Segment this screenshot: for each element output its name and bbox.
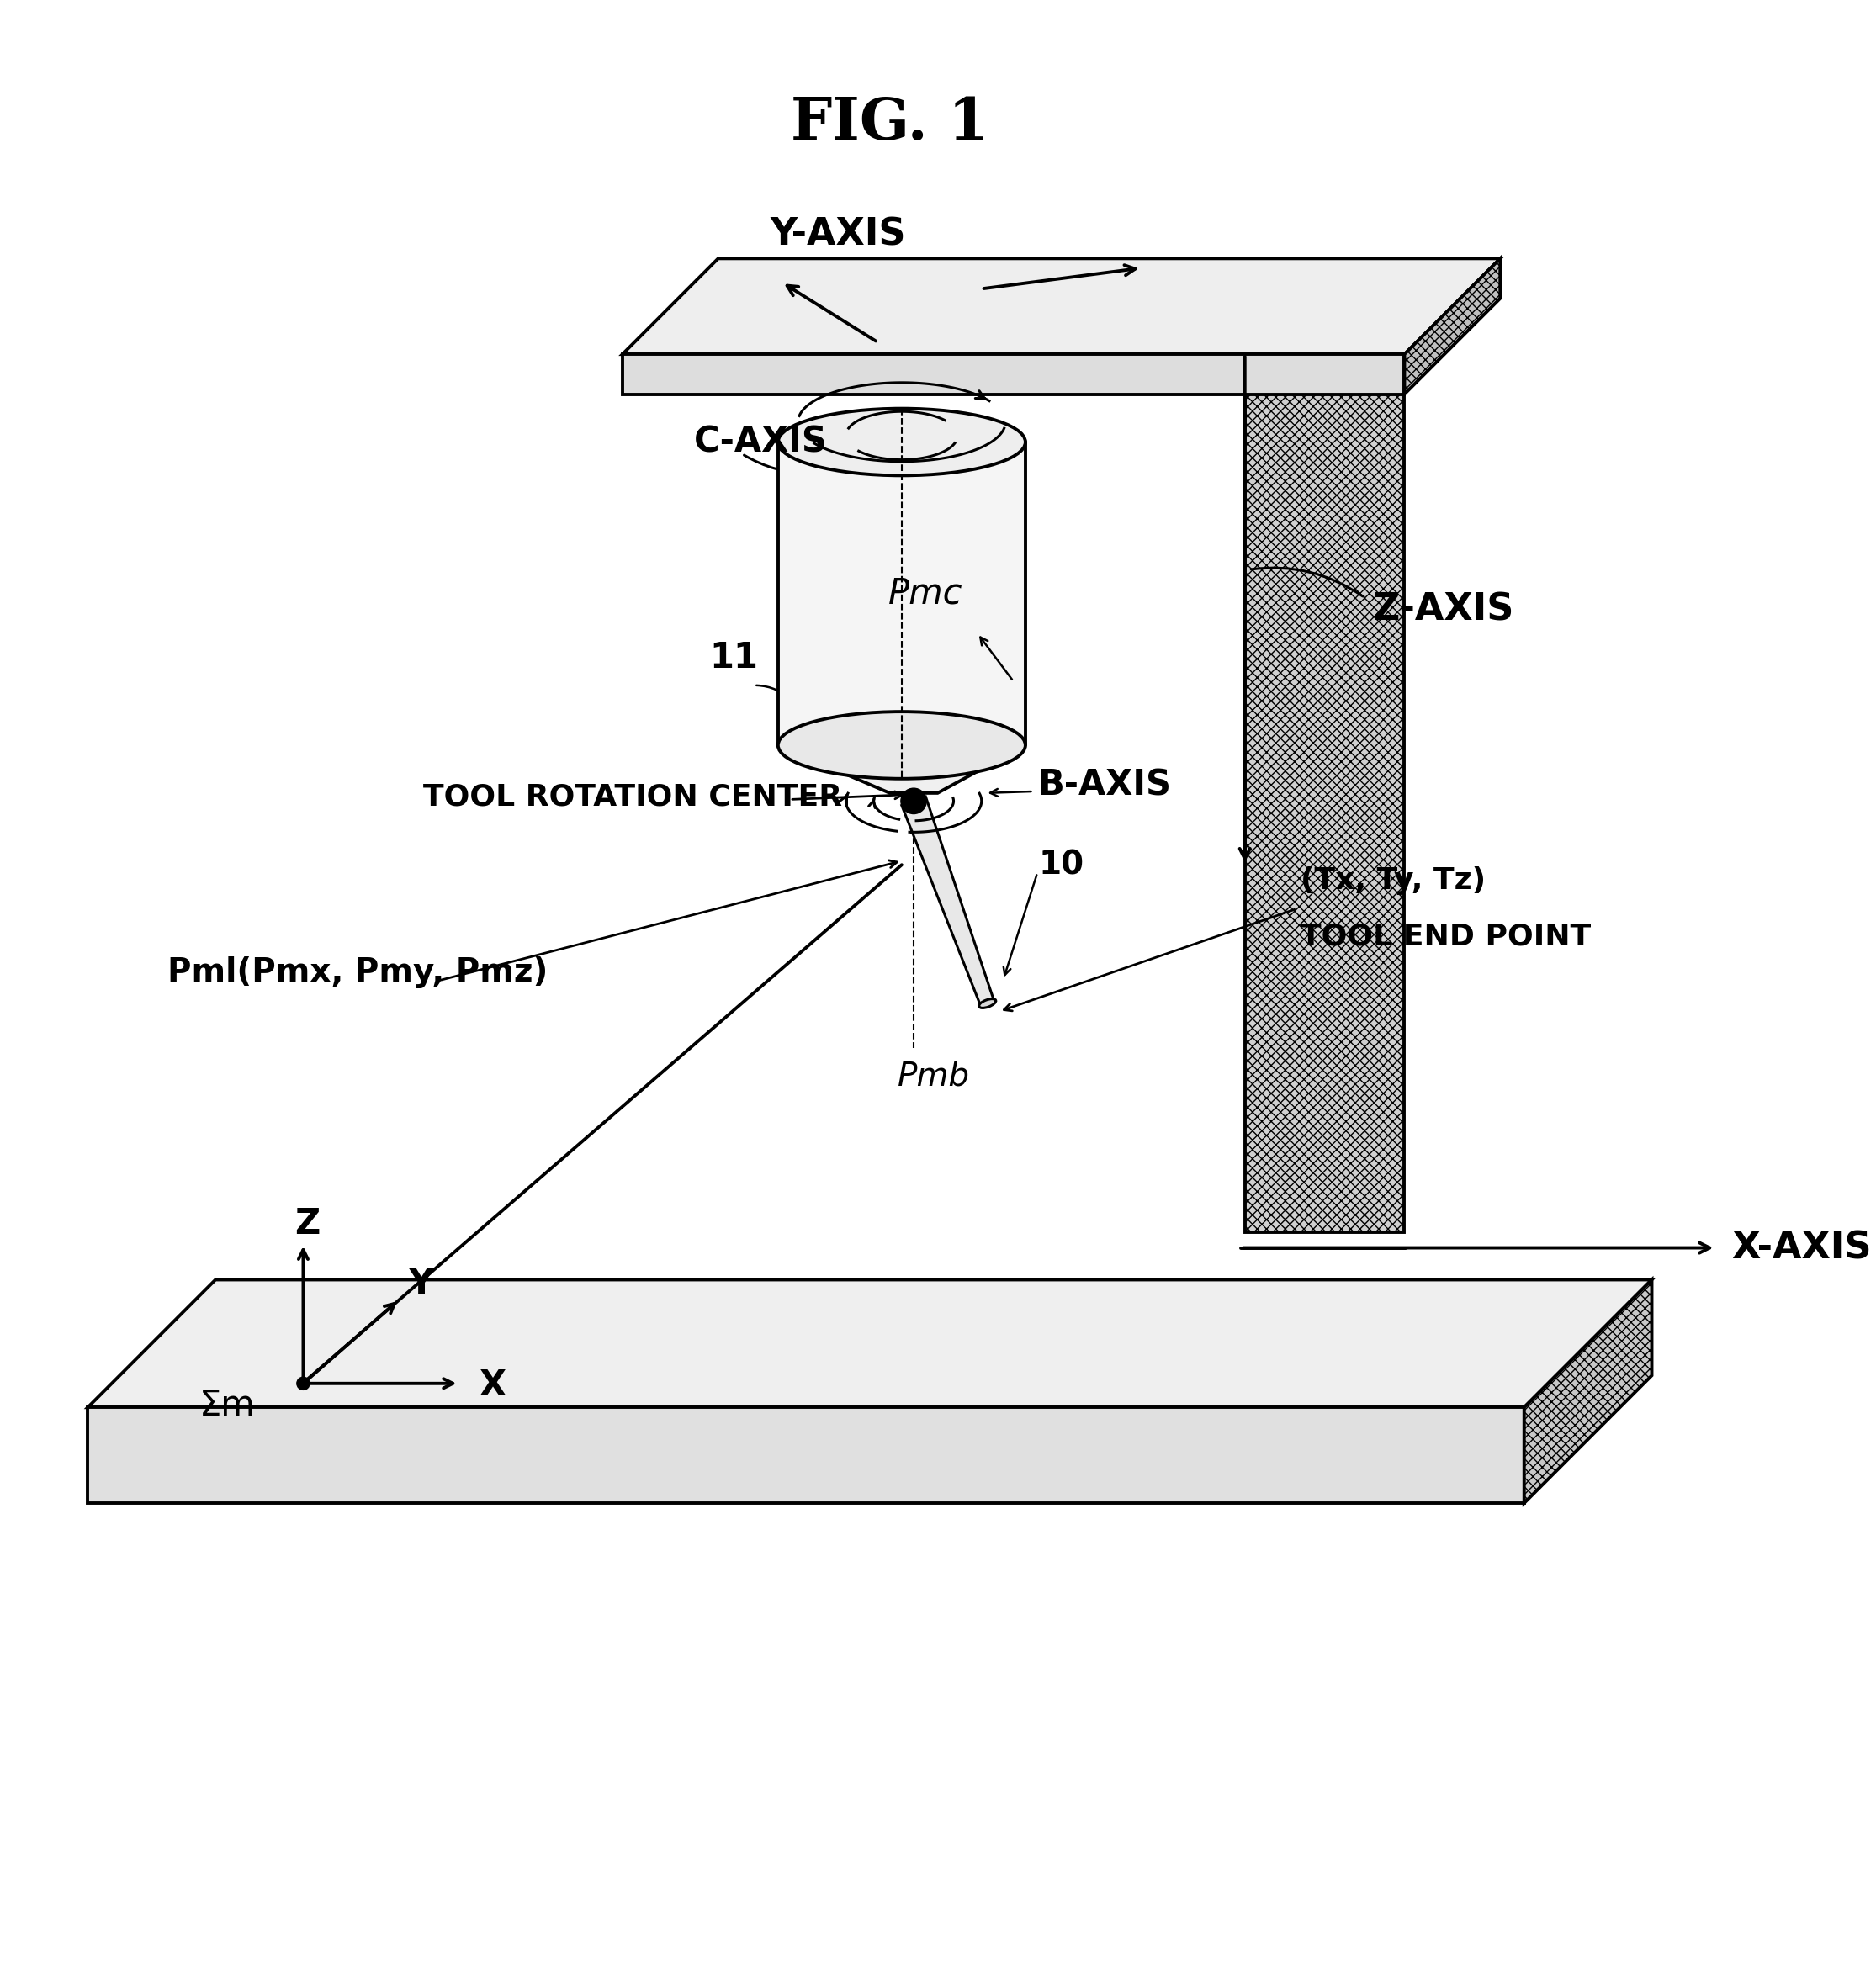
- Text: FIG. 1: FIG. 1: [792, 95, 989, 151]
- Polygon shape: [1405, 258, 1501, 395]
- Text: Z: Z: [295, 1207, 321, 1241]
- Text: TOOL END POINT: TOOL END POINT: [1300, 923, 1591, 951]
- Circle shape: [900, 788, 927, 814]
- Text: (Tx, Ty, Tz): (Tx, Ty, Tz): [1300, 867, 1486, 895]
- Text: Y: Y: [409, 1266, 433, 1302]
- Polygon shape: [902, 796, 994, 1006]
- Text: X-AXIS: X-AXIS: [1732, 1231, 1872, 1266]
- Polygon shape: [88, 1280, 1651, 1407]
- Ellipse shape: [979, 998, 996, 1008]
- Text: Σm: Σm: [199, 1388, 255, 1423]
- Text: Pml(Pmx, Pmy, Pmz): Pml(Pmx, Pmy, Pmz): [167, 957, 548, 989]
- Polygon shape: [88, 1407, 1523, 1503]
- Text: B-AXIS: B-AXIS: [1037, 768, 1171, 802]
- Polygon shape: [779, 443, 1026, 744]
- Ellipse shape: [779, 713, 1026, 778]
- Ellipse shape: [779, 409, 1026, 476]
- Text: Pmc: Pmc: [889, 576, 962, 611]
- Polygon shape: [1246, 258, 1405, 1233]
- Polygon shape: [623, 353, 1405, 395]
- Text: 11: 11: [709, 639, 758, 675]
- Text: C-AXIS: C-AXIS: [694, 425, 827, 461]
- Text: Y-AXIS: Y-AXIS: [769, 216, 906, 252]
- Polygon shape: [623, 258, 1501, 353]
- Polygon shape: [779, 744, 1026, 794]
- Text: TOOL ROTATION CENTER: TOOL ROTATION CENTER: [422, 782, 842, 812]
- Circle shape: [296, 1378, 310, 1390]
- Text: X: X: [478, 1368, 507, 1403]
- Polygon shape: [1523, 1280, 1651, 1503]
- Text: Pmb: Pmb: [897, 1060, 970, 1092]
- Text: Z-AXIS: Z-AXIS: [1373, 592, 1514, 627]
- Text: 10: 10: [1039, 850, 1084, 881]
